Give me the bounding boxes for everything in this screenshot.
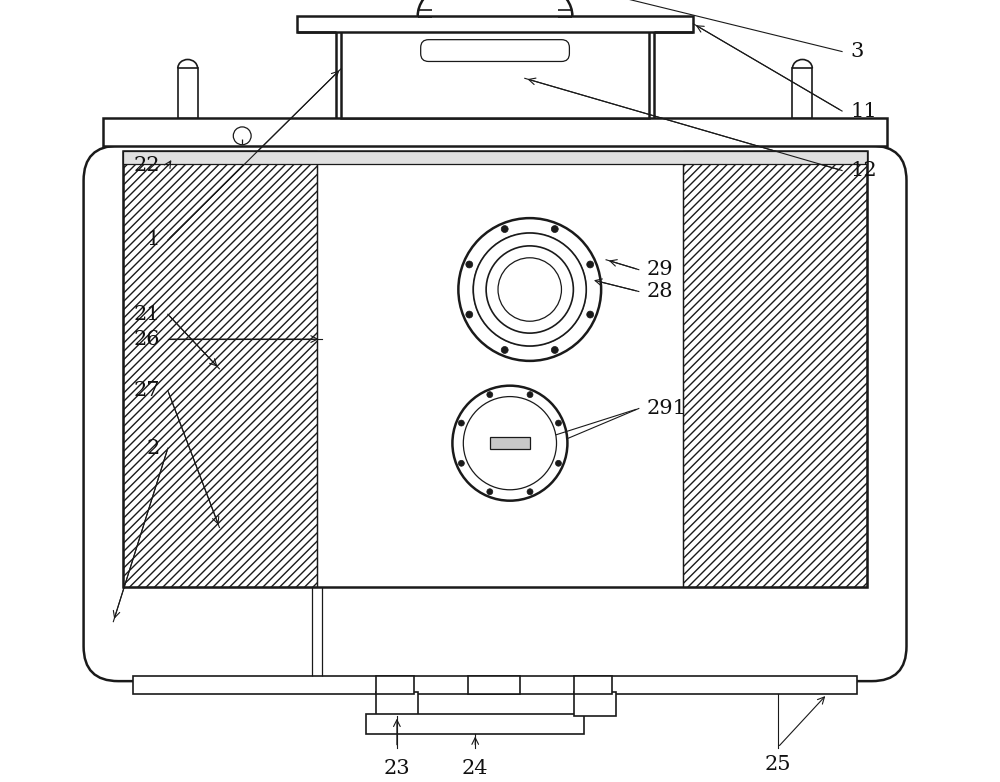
Circle shape	[466, 261, 473, 268]
Bar	[123, 151, 317, 587]
FancyBboxPatch shape	[421, 40, 569, 62]
Text: 29: 29	[647, 260, 673, 279]
Text: 1: 1	[147, 231, 160, 249]
Circle shape	[551, 346, 558, 353]
Circle shape	[587, 261, 594, 268]
Bar	[103, 118, 887, 145]
Circle shape	[498, 258, 561, 321]
Text: 24: 24	[462, 759, 488, 778]
Circle shape	[458, 461, 464, 466]
Circle shape	[501, 225, 508, 232]
Circle shape	[486, 246, 573, 333]
Bar	[376, 692, 418, 716]
Circle shape	[458, 218, 601, 361]
Bar	[574, 692, 616, 716]
Circle shape	[555, 461, 561, 466]
Bar	[123, 151, 867, 587]
Text: 11: 11	[850, 102, 877, 120]
Text: 22: 22	[133, 156, 160, 175]
Bar	[468, 676, 520, 694]
Text: 28: 28	[647, 282, 673, 301]
Circle shape	[458, 420, 464, 426]
Circle shape	[587, 311, 594, 318]
Bar	[297, 16, 693, 32]
Circle shape	[487, 489, 493, 495]
Bar	[178, 68, 198, 118]
Text: 26: 26	[133, 329, 160, 349]
Bar	[792, 68, 812, 118]
Text: 21: 21	[133, 305, 160, 324]
Circle shape	[466, 311, 473, 318]
FancyBboxPatch shape	[84, 145, 906, 681]
Text: 2: 2	[147, 439, 160, 457]
Circle shape	[473, 233, 586, 346]
Bar	[683, 151, 867, 587]
Circle shape	[527, 392, 533, 397]
Bar	[376, 676, 414, 694]
Text: 25: 25	[764, 755, 791, 774]
Circle shape	[551, 225, 558, 232]
Text: 291: 291	[647, 399, 687, 418]
Bar	[341, 19, 649, 118]
Circle shape	[233, 127, 251, 145]
Text: 23: 23	[384, 759, 410, 778]
Bar	[133, 676, 857, 694]
Text: 3: 3	[850, 42, 863, 61]
Bar	[574, 676, 612, 694]
Text: 12: 12	[850, 161, 877, 180]
Bar	[366, 714, 584, 734]
Bar	[490, 437, 530, 449]
Circle shape	[555, 420, 561, 426]
Circle shape	[501, 346, 508, 353]
Circle shape	[527, 489, 533, 495]
Circle shape	[487, 392, 493, 397]
Text: 27: 27	[133, 381, 160, 400]
Circle shape	[452, 386, 567, 500]
Bar	[123, 151, 867, 163]
Circle shape	[463, 396, 557, 490]
